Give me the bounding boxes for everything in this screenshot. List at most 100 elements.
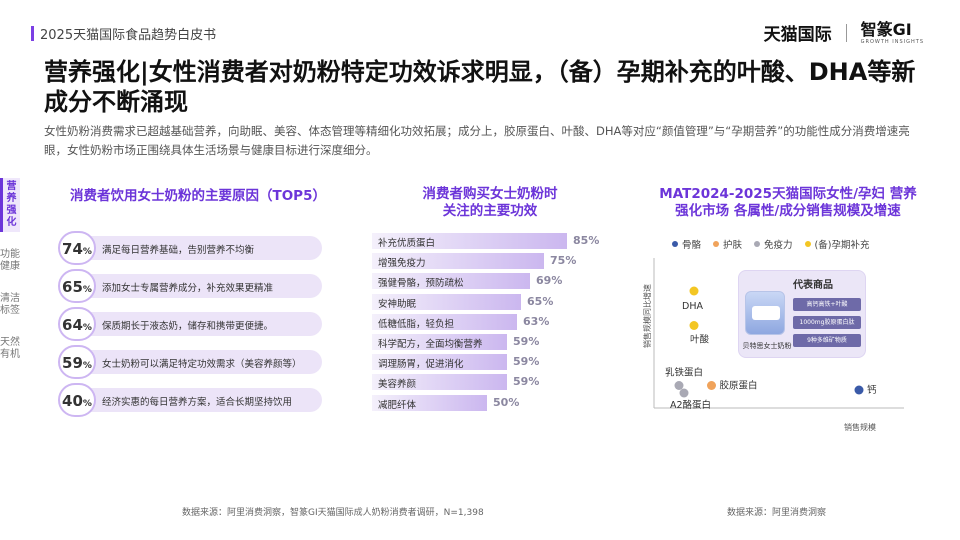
legend-dot-bone (672, 241, 678, 247)
scatter-point-label: A2酪蛋白 (670, 399, 711, 411)
benefit-value-unit: % (542, 294, 554, 308)
benefits-chart-title: 消费者购买女士奶粉时 关注的主要功效 (375, 186, 605, 220)
legend-dot-skin (713, 241, 720, 247)
legend-label-pregnancy: (备)孕期补充 (814, 240, 870, 251)
reason-unit: % (82, 361, 92, 371)
benefit-bar (372, 334, 507, 350)
reason-label: 满足每日营养基础，告别营养不均衡 (102, 245, 255, 256)
benefit-bar-row: 调理肠胃，促进消化 59% (372, 354, 622, 371)
benefit-label: 科学配方，全面均衡营养 (378, 339, 483, 350)
tmall-global-logo: 天猫国际 (763, 25, 832, 45)
benefit-label: 增强免疫力 (378, 258, 426, 270)
benefit-value-unit: % (528, 375, 540, 389)
reason-row: 64% 保质期长于液态奶，储存和携带更便捷。 (58, 307, 322, 341)
benefit-value-unit: % (538, 314, 550, 328)
benefit-value-unit: % (565, 254, 577, 268)
product-image (745, 291, 785, 335)
scatter-point (679, 388, 689, 398)
product-tag: 高钙高铁+叶酸 (793, 298, 861, 311)
benefit-value-unit: % (588, 234, 600, 247)
benefit-value: 63% (523, 315, 549, 328)
reason-label: 经济实惠的每日营养方案，适合长期坚持饮用 (102, 397, 293, 408)
reason-unit: % (82, 323, 92, 333)
benefit-bar-row: 美容养颜 59% (372, 374, 622, 391)
reason-row: 40% 经济实惠的每日营养方案，适合长期坚持饮用 (58, 383, 322, 417)
title-accent-bar (31, 26, 34, 41)
benefit-value: 65% (527, 295, 553, 308)
legend-label-immunity: 免疫力 (764, 240, 793, 251)
benefit-label: 减肥纤体 (378, 399, 417, 411)
benefit-value-unit: % (551, 274, 563, 288)
legend-dot-pregnancy (804, 241, 811, 247)
reason-bar (74, 274, 322, 298)
reason-value: 40 (62, 392, 83, 410)
market-legend: 骨骼 护肤 免疫力 (备)孕期补充 (672, 237, 881, 251)
side-nav-item-clean-label[interactable]: 清洁标签 (0, 293, 20, 316)
benefit-value-number: 50 (493, 395, 509, 409)
benefit-value: 59% (513, 355, 539, 368)
reason-value-bubble: 64% (58, 307, 96, 341)
brand-divider (845, 23, 847, 42)
scatter-point (689, 286, 699, 296)
benefit-value: 69% (536, 274, 562, 287)
reason-row: 65% 添加女士专属营养成分，补充效果更精准 (58, 269, 322, 303)
zhizhuan-gi-logo: 智篆GI GROWTH INSIGHTS (860, 19, 924, 45)
benefit-bar (372, 313, 517, 330)
reason-bar (74, 312, 322, 336)
benefit-bar (372, 394, 487, 411)
source-note-right: 数据来源：阿里消费洞察 (727, 508, 827, 518)
legend-dot-immunity (754, 241, 761, 247)
reason-bar (74, 236, 322, 260)
product-name: 贝特思女士奶粉 (742, 342, 792, 350)
benefit-value-number: 59 (513, 375, 529, 389)
benefit-bar-row: 低糖低脂，轻负担 63% (372, 313, 622, 330)
benefit-bar-row: 减肥纤体 50% (372, 394, 622, 411)
reason-row: 74% 满足每日营养基础，告别营养不均衡 (58, 231, 322, 265)
benefit-bar-row: 增强免疫力 75% (372, 253, 622, 270)
reason-bar (74, 350, 322, 374)
benefit-value: 59% (513, 375, 539, 388)
intro-paragraph: 女性奶粉消费需求已超越基础营养，向助眠、美容、体态管理等精细化功效拓展；成分上，… (44, 124, 910, 157)
reason-unit: % (82, 285, 92, 295)
market-title-line2: 强化市场 各属性/成分销售规模及增速 (675, 203, 901, 219)
product-card: 代表商品 高钙高铁+叶酸 1000mg胶原蛋白肽 9种多维矿物质 贝特思女士奶粉 (738, 270, 866, 358)
benefit-value: 75% (550, 254, 576, 267)
scatter-point (689, 321, 699, 330)
side-nav-item-function[interactable]: 功能健康 (0, 249, 20, 272)
benefit-bar (372, 233, 567, 249)
reason-label: 女士奶粉可以满足特定功效需求（美容养颜等） (102, 359, 302, 370)
side-nav: 营养强化 功能健康 清洁标签 天然有机 (0, 178, 20, 378)
benefit-bar-row: 安神助眠 65% (372, 293, 622, 310)
side-nav-item-organic[interactable]: 天然有机 (0, 337, 20, 360)
market-chart-title: MAT2024-2025天猫国际女性/孕妇 营养 强化市场 各属性/成分销售规模… (628, 186, 948, 220)
product-card-title: 代表商品 (793, 280, 833, 291)
legend-item-pregnancy: (备)孕期补充 (804, 237, 870, 251)
benefit-label: 安神助眠 (378, 298, 417, 310)
benefit-value-number: 65 (527, 294, 543, 308)
benefit-label: 美容养颜 (378, 379, 417, 391)
benefit-value-number: 59 (513, 335, 529, 348)
legend-item-immunity: 免疫力 (754, 237, 793, 251)
benefit-bar-row: 科学配方，全面均衡营养 59% (372, 334, 622, 350)
market-title-line1: MAT2024-2025天猫国际女性/孕妇 营养 (659, 186, 917, 202)
x-axis-label: 销售规模 (844, 422, 876, 432)
benefit-value-number: 75 (550, 254, 566, 268)
benefit-label: 强健骨骼，预防疏松 (378, 278, 464, 290)
scatter-point (854, 385, 864, 395)
reasons-chart-title: 消费者饮用女士奶粉的主要原因（TOP5） (70, 188, 326, 204)
reason-value-bubble: 59% (58, 345, 96, 379)
y-axis-label: 销售规模同比增速 (642, 284, 652, 348)
brand-gi-tagline: GROWTH INSIGHTS (860, 38, 924, 45)
reason-value-bubble: 40% (58, 383, 96, 417)
legend-label-skin: 护肤 (723, 240, 743, 251)
legend-item-skin: 护肤 (713, 237, 742, 251)
benefits-title-line1: 消费者购买女士奶粉时 (422, 186, 558, 202)
scatter-point-label: 叶酸 (690, 334, 710, 346)
brand-gi-name: 智篆GI (860, 19, 912, 39)
benefit-value: 59% (513, 335, 539, 348)
scatter-point-label: 胶原蛋白 (720, 380, 758, 392)
side-nav-item-nutrition[interactable]: 营养强化 (0, 178, 20, 232)
benefit-bar (372, 293, 521, 310)
benefit-value-number: 85 (573, 234, 589, 247)
